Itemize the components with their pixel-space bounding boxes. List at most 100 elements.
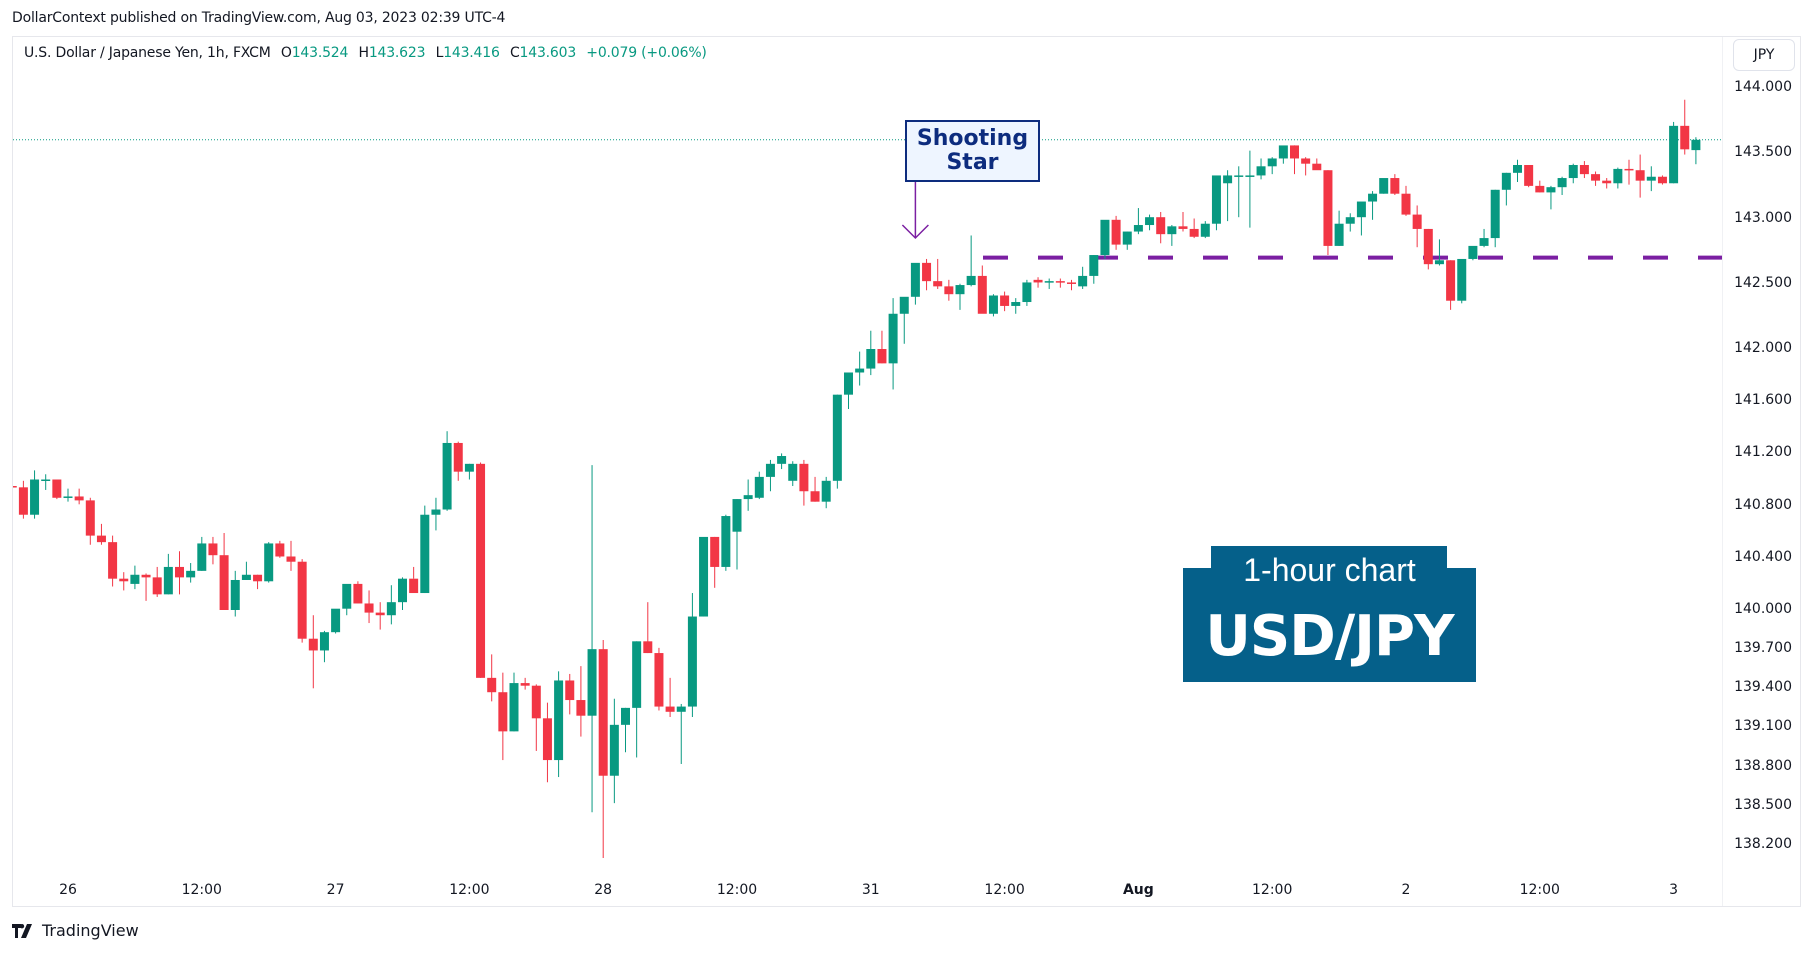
candle xyxy=(844,372,853,410)
candle xyxy=(1423,228,1433,270)
price-tick-label: 141.600 xyxy=(1734,392,1792,409)
candle xyxy=(609,698,619,804)
candle xyxy=(531,684,541,751)
candle xyxy=(163,553,173,595)
time-tick-label: 27 xyxy=(326,882,345,898)
candle xyxy=(1067,279,1076,291)
candle xyxy=(1290,145,1299,175)
candle xyxy=(1345,213,1355,232)
candle xyxy=(498,672,508,761)
time-tick-label: 28 xyxy=(594,882,613,898)
candle xyxy=(230,570,240,617)
candle xyxy=(1680,99,1690,155)
currency-button[interactable]: JPY xyxy=(1733,39,1795,71)
candle xyxy=(152,566,162,597)
candle xyxy=(777,453,787,470)
candle xyxy=(542,702,552,783)
candle xyxy=(476,462,486,678)
candle xyxy=(1178,211,1188,232)
close-value: 143.603 xyxy=(519,45,577,61)
candle xyxy=(799,459,809,506)
price-tick-label: 141.200 xyxy=(1734,444,1792,461)
candle xyxy=(676,703,686,764)
candle xyxy=(1312,158,1322,171)
candle xyxy=(576,666,586,737)
candle xyxy=(1234,166,1244,218)
candle xyxy=(977,265,987,314)
candle xyxy=(353,581,363,604)
candle xyxy=(598,640,608,858)
candle xyxy=(1301,157,1311,176)
price-tick-label: 139.100 xyxy=(1734,718,1792,735)
high-value: 143.623 xyxy=(368,45,426,61)
candle xyxy=(1100,219,1110,259)
candle xyxy=(955,283,965,310)
candle xyxy=(966,235,976,287)
candle xyxy=(253,574,263,590)
low-label: L xyxy=(435,45,444,61)
candle xyxy=(1111,215,1121,250)
time-tick-label: 12:00 xyxy=(984,882,1025,898)
open-value: 143.524 xyxy=(291,45,349,61)
price-tick-label: 139.700 xyxy=(1734,640,1792,657)
candle xyxy=(933,258,943,289)
badge-timeframe: 1-hour chart xyxy=(1243,552,1416,588)
candle xyxy=(96,523,106,545)
candle xyxy=(621,707,630,753)
shooting-star-annotation: Shooting Star xyxy=(905,120,1040,182)
price-axis-separator xyxy=(1722,37,1723,906)
candle xyxy=(141,573,151,601)
candle xyxy=(899,296,909,344)
candle xyxy=(665,677,675,718)
candle xyxy=(1535,180,1545,193)
candle xyxy=(587,465,597,813)
candle xyxy=(1691,137,1701,165)
candle xyxy=(453,441,463,481)
time-tick-label: 31 xyxy=(861,882,880,898)
close-label: C xyxy=(509,45,520,61)
candle xyxy=(342,583,352,616)
time-tick-label: 2 xyxy=(1401,882,1411,898)
candle xyxy=(1323,170,1333,256)
candle xyxy=(1278,145,1288,164)
candle xyxy=(1602,178,1612,189)
candle xyxy=(1434,239,1444,266)
candle xyxy=(1591,171,1601,186)
price-tick-label: 140.000 xyxy=(1734,601,1792,617)
candle xyxy=(1211,175,1221,231)
candle xyxy=(988,294,998,317)
price-tick-label: 143.500 xyxy=(1734,144,1792,161)
symbol-legend: U.S. Dollar / Japanese Yen, 1h, FXCM O14… xyxy=(24,45,707,61)
candle xyxy=(175,551,184,595)
candle xyxy=(398,577,407,610)
tradingview-logo[interactable]: TradingView xyxy=(12,921,139,940)
candle xyxy=(743,479,753,511)
candle xyxy=(1613,167,1623,189)
candle xyxy=(554,671,564,778)
candle xyxy=(219,533,229,610)
candle xyxy=(1546,185,1556,210)
price-tick-label: 142.000 xyxy=(1734,340,1792,356)
price-tick-label: 138.500 xyxy=(1734,796,1792,813)
candle xyxy=(1669,121,1679,184)
candle xyxy=(85,497,95,545)
candle xyxy=(732,499,742,570)
arrow-down-icon xyxy=(901,182,929,240)
candle xyxy=(442,431,452,511)
candle xyxy=(1657,175,1667,185)
candle xyxy=(264,542,274,583)
candle xyxy=(1557,176,1567,196)
candle xyxy=(821,476,831,509)
candle xyxy=(866,330,876,376)
candle xyxy=(1468,245,1478,261)
candle xyxy=(765,459,775,492)
time-tick-label: Aug xyxy=(1122,882,1154,898)
candle xyxy=(632,641,642,758)
price-tick-label: 140.800 xyxy=(1734,496,1792,513)
candle xyxy=(1513,159,1522,182)
candle xyxy=(1033,277,1043,288)
candle xyxy=(52,479,62,500)
candle xyxy=(565,673,575,715)
time-tick-label: 12:00 xyxy=(1252,882,1293,898)
